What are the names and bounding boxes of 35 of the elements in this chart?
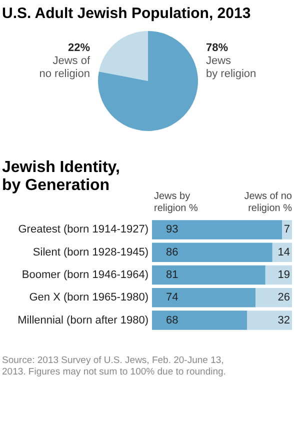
bar [152, 242, 272, 262]
data-label: 78% [206, 42, 228, 54]
bar [256, 288, 292, 308]
source-note: Source: 2013 Survey of U.S. Jews, Feb. 20-June 13, 2013. Figures may not sum to 100% due to rounding. [2, 355, 226, 378]
data-label: 74 [166, 292, 178, 304]
chart-title: U.S. Adult Jewish Population, 2013 [2, 5, 251, 22]
bar [265, 265, 292, 285]
pie-slice [98, 31, 148, 81]
bar [247, 310, 292, 330]
y-tick-label: Gen X (born 1965-1980) [29, 292, 148, 304]
series-label: Jews by religion % [154, 191, 198, 214]
data-label: 93 [166, 224, 178, 236]
series-label: Jews of no religion % [244, 191, 292, 214]
slice-label: Jews of no religion [39, 55, 91, 80]
data-label: 7 [284, 224, 290, 236]
slice-label: Jews by religion [206, 55, 256, 80]
pie-slice [98, 31, 198, 131]
data-label: 68 [166, 314, 178, 326]
bar [282, 220, 292, 240]
data-label: 14 [278, 246, 290, 258]
y-tick-label: Silent (born 1928-1945) [32, 246, 148, 258]
bar [152, 310, 248, 330]
bar [152, 220, 282, 240]
data-label: 26 [278, 292, 290, 304]
data-label: 19 [278, 269, 290, 281]
y-tick-label: Boomer (born 1946-1964) [22, 269, 148, 281]
bar [152, 265, 266, 285]
bar [152, 288, 256, 308]
data-label: 86 [166, 246, 178, 258]
data-label: 32 [278, 314, 290, 326]
data-label: 81 [166, 269, 178, 281]
data-label: 22% [68, 42, 90, 54]
y-tick-label: Greatest (born 1914-1927) [18, 224, 148, 236]
y-tick-label: Millennial (born after 1980) [18, 314, 148, 326]
chart-title: Jewish Identity, by Generation [2, 159, 120, 194]
